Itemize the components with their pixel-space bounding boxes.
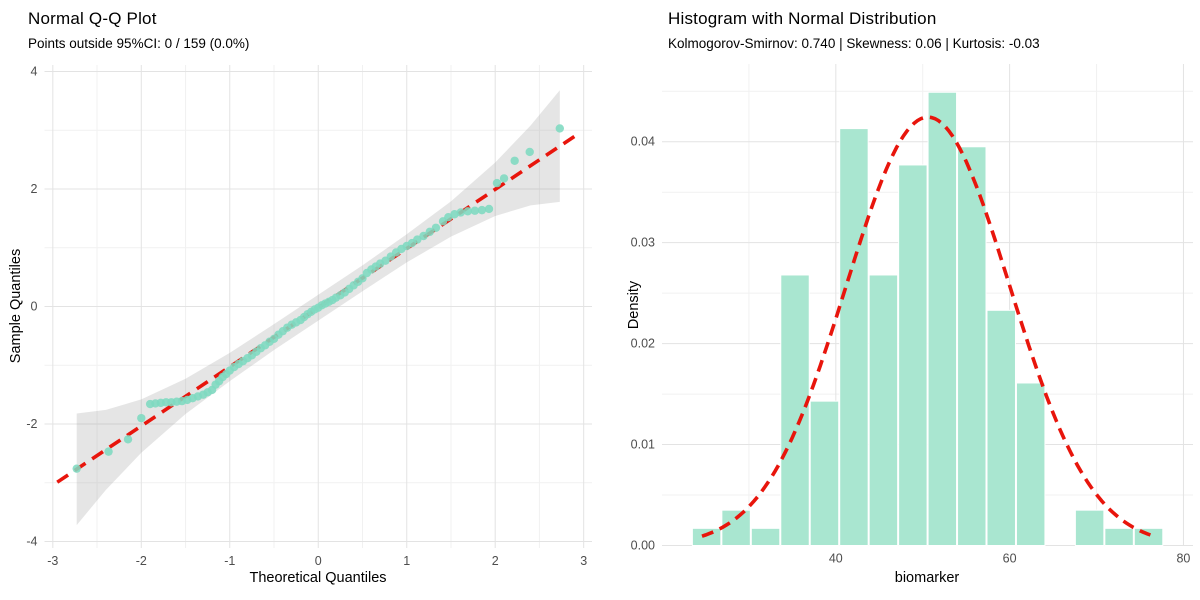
- histogram-bar: [1074, 509, 1105, 546]
- x-tick-label: 3: [580, 554, 587, 568]
- qq-point: [137, 413, 146, 423]
- x-tick-label: 60: [1003, 552, 1017, 566]
- histogram-title: Histogram with Normal Distribution: [668, 9, 937, 28]
- qq-point: [431, 223, 441, 232]
- x-tick-label: -2: [136, 554, 147, 568]
- histogram-bar: [927, 91, 958, 546]
- histogram-x-axis-title: biomarker: [894, 570, 960, 586]
- qq-plot-title: Normal Q-Q Plot: [28, 9, 157, 28]
- y-tick-label: 0.02: [631, 337, 655, 351]
- histogram-bar: [721, 509, 751, 546]
- qq-point: [492, 178, 502, 188]
- qq-point: [499, 174, 509, 183]
- qq-point: [525, 147, 534, 157]
- qq-point: [104, 447, 113, 456]
- histogram-bar: [986, 309, 1016, 546]
- histogram-bar: [839, 128, 869, 547]
- qq-x-axis-title: Theoretical Quantiles: [249, 570, 387, 586]
- qq-point: [510, 156, 519, 165]
- qq-y-axis-title: Sample Quantiles: [8, 248, 24, 364]
- y-tick-label: -2: [26, 417, 37, 431]
- qq-point: [413, 235, 422, 244]
- histogram-bar: [780, 274, 810, 546]
- x-tick-label: 0: [315, 554, 322, 568]
- y-tick-label: 0: [31, 300, 38, 314]
- y-tick-label: 0.01: [631, 438, 655, 452]
- qq-point: [456, 208, 465, 217]
- histogram-subtitle: Kolmogorov-Smirnov: 0.740 | Skewness: 0.…: [668, 36, 1040, 51]
- histogram-bar: [691, 527, 722, 546]
- histogram-bar: [1104, 527, 1134, 546]
- qq-point: [555, 124, 564, 133]
- histogram-bar: [1015, 382, 1046, 547]
- x-tick-label: 80: [1176, 552, 1190, 566]
- qq-point: [123, 435, 133, 444]
- qq-point: [477, 205, 487, 215]
- y-tick-label: 4: [31, 64, 38, 78]
- qq-point: [470, 206, 480, 215]
- y-tick-label: -4: [26, 535, 37, 549]
- qq-point: [72, 464, 81, 473]
- y-tick-label: 0.04: [631, 135, 655, 149]
- histogram-y-axis-title: Density: [626, 280, 642, 330]
- x-tick-label: 1: [403, 554, 410, 568]
- qq-point: [463, 207, 472, 216]
- x-tick-label: -1: [224, 554, 235, 568]
- qq-point: [419, 231, 428, 241]
- qq-point: [484, 204, 494, 214]
- y-tick-label: 0.03: [631, 236, 655, 250]
- qq-point: [425, 227, 434, 237]
- histogram-bar: [957, 146, 987, 546]
- histogram-bar: [750, 527, 781, 546]
- y-tick-label: 0.00: [631, 539, 655, 553]
- x-tick-label: 2: [492, 554, 499, 568]
- histogram-bar: [809, 400, 840, 546]
- qq-plot-subtitle: Points outside 95%CI: 0 / 159 (0.0%): [28, 36, 250, 51]
- histogram-bar: [898, 164, 928, 546]
- x-tick-label: -3: [47, 554, 58, 568]
- x-tick-label: 40: [829, 552, 843, 566]
- histogram-bar: [868, 274, 899, 546]
- y-tick-label: 2: [31, 182, 38, 196]
- histogram-bar: [1133, 527, 1164, 546]
- normal-curve: [701, 115, 1152, 538]
